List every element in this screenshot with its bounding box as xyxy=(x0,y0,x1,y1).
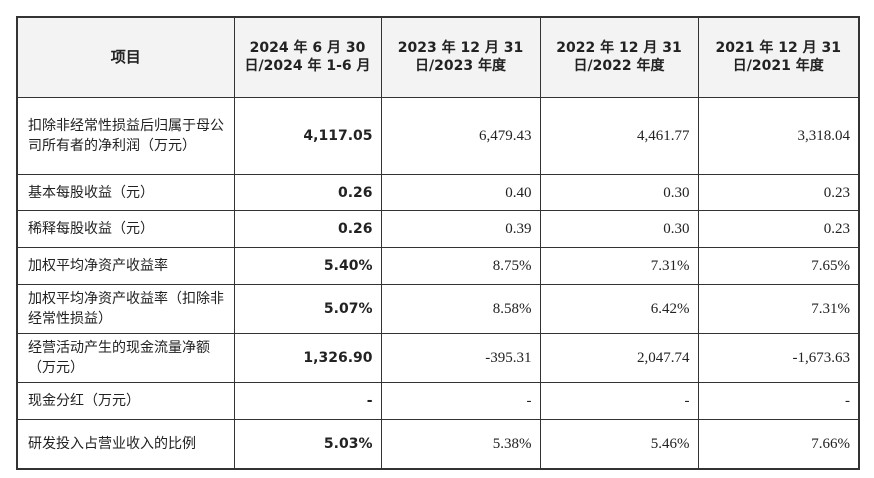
header-2023: 2023 年 12 月 31 日/2023 年度 xyxy=(380,16,541,98)
cell-2022: 0.30 xyxy=(539,210,699,248)
cell-2021: 0.23 xyxy=(697,173,860,212)
cell-2023: 5.38% xyxy=(380,419,541,470)
cell-2022: 4,461.77 xyxy=(539,96,699,175)
row-label: 扣除非经常性损益后归属于母公司所有者的净利润（万元） xyxy=(16,96,235,175)
cell-2022: 5.46% xyxy=(539,419,699,470)
table-row: 研发投入占营业收入的比例 5.03% 5.38% 5.46% 7.66% xyxy=(16,419,860,470)
cell-2024-h1: 1,326.90 xyxy=(233,332,382,384)
table-row: 扣除非经常性损益后归属于母公司所有者的净利润（万元） 4,117.05 6,47… xyxy=(16,96,860,175)
cell-2024-h1: 4,117.05 xyxy=(233,96,382,175)
cell-2024-h1: 5.03% xyxy=(233,419,382,470)
financial-indicators-table: 项目 2024 年 6 月 30 日/2024 年 1-6 月 2023 年 1… xyxy=(16,16,860,470)
cell-2023: 8.58% xyxy=(380,283,541,335)
cell-2023: -395.31 xyxy=(380,332,541,384)
row-label: 稀释每股收益（元） xyxy=(16,210,235,248)
header-2024-h1: 2024 年 6 月 30 日/2024 年 1-6 月 xyxy=(233,16,382,98)
cell-2021: 3,318.04 xyxy=(697,96,860,175)
header-2021: 2021 年 12 月 31 日/2021 年度 xyxy=(697,16,860,98)
cell-2023: 8.75% xyxy=(380,247,541,285)
cell-2023: 6,479.43 xyxy=(380,96,541,175)
cell-2022: - xyxy=(539,382,699,420)
cell-2022: 2,047.74 xyxy=(539,332,699,384)
cell-2024-h1: 5.40% xyxy=(233,247,382,285)
cell-2023: - xyxy=(380,382,541,420)
row-label: 现金分红（万元） xyxy=(16,382,235,420)
table-row: 经营活动产生的现金流量净额（万元） 1,326.90 -395.31 2,047… xyxy=(16,332,860,384)
row-label: 经营活动产生的现金流量净额（万元） xyxy=(16,332,235,384)
table-row: 加权平均净资产收益率（扣除非经常性损益） 5.07% 8.58% 6.42% 7… xyxy=(16,283,860,335)
table-row: 稀释每股收益（元） 0.26 0.39 0.30 0.23 xyxy=(16,210,860,248)
cell-2022: 7.31% xyxy=(539,247,699,285)
cell-2023: 0.39 xyxy=(380,210,541,248)
header-2022: 2022 年 12 月 31 日/2022 年度 xyxy=(539,16,699,98)
row-label: 研发投入占营业收入的比例 xyxy=(16,419,235,470)
table-row: 基本每股收益（元） 0.26 0.40 0.30 0.23 xyxy=(16,173,860,212)
cell-2021: 7.66% xyxy=(697,419,860,470)
cell-2022: 6.42% xyxy=(539,283,699,335)
table-row: 加权平均净资产收益率 5.40% 8.75% 7.31% 7.65% xyxy=(16,247,860,285)
table-header-row: 项目 2024 年 6 月 30 日/2024 年 1-6 月 2023 年 1… xyxy=(16,16,860,98)
cell-2024-h1: 0.26 xyxy=(233,210,382,248)
cell-2021: -1,673.63 xyxy=(697,332,860,384)
cell-2021: 7.65% xyxy=(697,247,860,285)
row-label: 加权平均净资产收益率 xyxy=(16,247,235,285)
header-item: 项目 xyxy=(16,16,235,98)
cell-2021: - xyxy=(697,382,860,420)
row-label: 基本每股收益（元） xyxy=(16,173,235,212)
table-row: 现金分红（万元） - - - - xyxy=(16,382,860,420)
cell-2024-h1: 5.07% xyxy=(233,283,382,335)
cell-2021: 0.23 xyxy=(697,210,860,248)
cell-2021: 7.31% xyxy=(697,283,860,335)
cell-2024-h1: 0.26 xyxy=(233,173,382,212)
row-label: 加权平均净资产收益率（扣除非经常性损益） xyxy=(16,283,235,335)
financial-table-container: 项目 2024 年 6 月 30 日/2024 年 1-6 月 2023 年 1… xyxy=(16,16,860,470)
cell-2023: 0.40 xyxy=(380,173,541,212)
cell-2022: 0.30 xyxy=(539,173,699,212)
cell-2024-h1: - xyxy=(233,382,382,420)
